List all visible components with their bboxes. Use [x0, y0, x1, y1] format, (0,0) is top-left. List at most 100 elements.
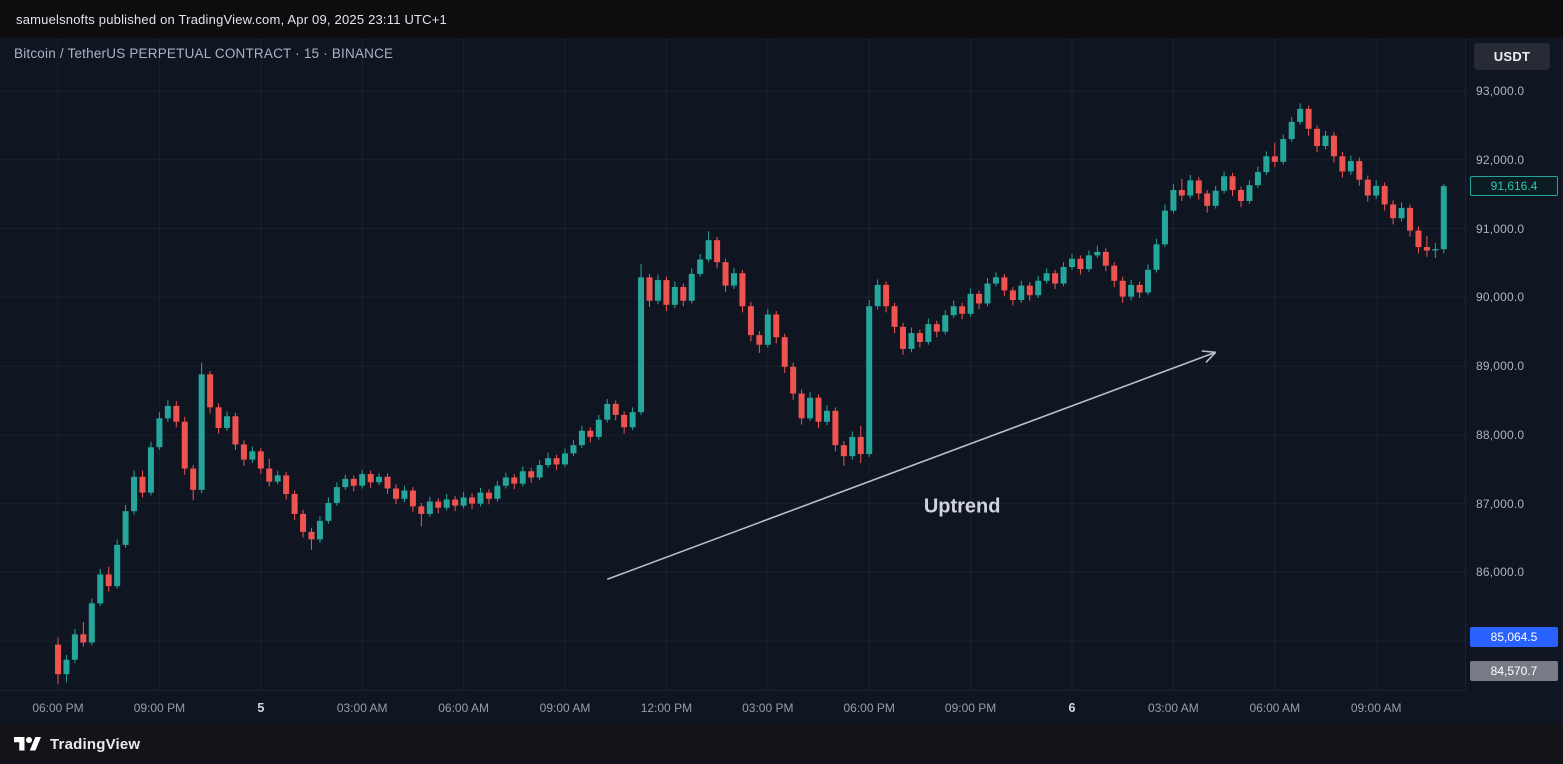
candle — [367, 470, 374, 488]
currency-toggle-button[interactable]: USDT — [1474, 43, 1550, 70]
candle — [790, 362, 797, 400]
candle — [942, 310, 949, 335]
price-tick-label: 89,000.0 — [1476, 359, 1525, 374]
time-label: 03:00 PM — [742, 701, 794, 715]
candle — [1398, 202, 1405, 222]
candle — [933, 320, 940, 338]
candle — [1364, 175, 1371, 202]
trend-arrow[interactable] — [606, 350, 1217, 581]
time-label-day: 6 — [1068, 701, 1076, 715]
candle — [857, 425, 864, 464]
publish-info-text: samuelsnofts published on TradingView.co… — [16, 11, 447, 27]
candle — [55, 637, 61, 684]
candle — [959, 302, 966, 320]
candle — [1001, 273, 1008, 296]
candle — [553, 454, 560, 470]
candle — [781, 333, 788, 373]
time-label: 06:00 PM — [843, 701, 895, 715]
candle — [435, 498, 442, 514]
candle — [426, 496, 433, 517]
candle — [139, 470, 146, 498]
candle — [976, 290, 983, 309]
candle — [1212, 185, 1219, 209]
candle — [1145, 264, 1152, 296]
candle — [1280, 134, 1287, 165]
candle — [722, 258, 729, 292]
candle — [156, 412, 163, 450]
time-label: 09:00 AM — [1350, 701, 1402, 715]
tradingview-logo-icon[interactable] — [14, 734, 41, 755]
candle — [1271, 142, 1278, 168]
time-label: 09:00 PM — [944, 701, 997, 715]
uptrend-annotation-label: Uptrend — [924, 496, 1001, 518]
candle — [891, 302, 898, 334]
price-level-badge: 84,570.7 — [1470, 660, 1558, 681]
candle — [1136, 281, 1143, 298]
candle — [393, 484, 399, 505]
candle — [612, 400, 619, 421]
candle — [671, 281, 678, 309]
candle — [1440, 183, 1447, 254]
candle — [359, 469, 366, 489]
chart-region: Uptrend Bitcoin / TetherUS PERPETUAL CON… — [0, 38, 1563, 724]
candle — [1381, 182, 1388, 211]
candle — [1330, 132, 1337, 163]
time-label: 06:00 AM — [1249, 701, 1301, 715]
candle — [883, 281, 890, 313]
time-label: 12:00 PM — [640, 701, 693, 715]
candle — [697, 253, 704, 277]
candle — [519, 466, 526, 487]
candle — [528, 467, 535, 483]
candle — [1415, 226, 1422, 254]
candle — [257, 447, 264, 475]
candle — [874, 279, 881, 310]
candle — [502, 472, 509, 489]
candle — [1085, 250, 1092, 272]
candle — [925, 318, 932, 345]
candle — [114, 539, 121, 589]
candle — [756, 330, 763, 353]
candle — [1356, 157, 1363, 186]
time-label: 06:00 AM — [438, 701, 489, 715]
candle — [1314, 125, 1321, 153]
candle — [1423, 236, 1430, 257]
candle — [1432, 242, 1439, 259]
candle — [900, 322, 906, 356]
candle — [232, 412, 239, 450]
candle — [604, 399, 611, 423]
candle — [705, 231, 712, 263]
price-tick-label: 93,000.0 — [1476, 83, 1525, 98]
candle — [1018, 280, 1025, 303]
candle — [147, 441, 154, 496]
candle — [545, 452, 552, 468]
price-tick-label: 88,000.0 — [1476, 427, 1525, 442]
candle — [587, 427, 594, 443]
candlestick-chart[interactable]: Uptrend — [0, 38, 1465, 690]
candle — [511, 474, 518, 490]
time-label: 09:00 PM — [133, 701, 186, 715]
candle — [1009, 286, 1016, 306]
candle — [984, 278, 991, 307]
candle — [300, 509, 307, 538]
time-axis[interactable]: 06:00 PM 09:00 PM 5 03:00 AM 06:00 AM 09:00 A… — [0, 690, 1465, 724]
candle — [731, 267, 737, 290]
tradingview-wordmark[interactable]: TradingView — [50, 735, 141, 753]
candle — [1305, 105, 1312, 136]
candle — [1170, 183, 1177, 214]
price-axis[interactable]: USDT 93,000.0 92,000.0 91,000.0 90,000.0 89,… — [1465, 38, 1563, 690]
candle — [1407, 204, 1413, 237]
candle — [190, 465, 197, 501]
time-label: 09:00 AM — [539, 701, 591, 715]
candle — [764, 308, 771, 348]
candle — [714, 236, 721, 269]
candle — [638, 264, 645, 415]
candle — [595, 414, 602, 440]
candle — [908, 327, 915, 353]
candle — [1128, 280, 1135, 301]
candle — [832, 407, 839, 452]
chart-plot-area[interactable]: Uptrend Bitcoin / TetherUS PERPETUAL CON… — [0, 38, 1465, 690]
candle — [198, 362, 205, 494]
candle — [105, 566, 112, 592]
candle — [97, 568, 104, 607]
